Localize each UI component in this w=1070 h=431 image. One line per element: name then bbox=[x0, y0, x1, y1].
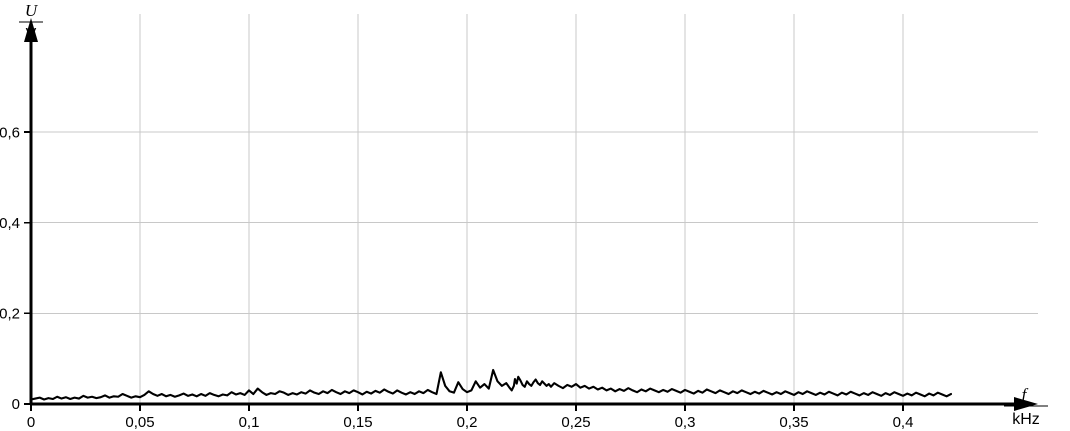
x-axis-label: f kHz bbox=[1004, 385, 1048, 428]
x-tick-label-0.35: 0,35 bbox=[779, 414, 808, 431]
y-tick-labels: 0 0,2 0,4 0,6 bbox=[0, 125, 20, 414]
x-tick-label-0.05: 0,05 bbox=[125, 414, 154, 431]
vertical-gridlines bbox=[139, 14, 904, 404]
y-tick-label-0: 0 bbox=[12, 396, 20, 413]
x-axis-label-numerator: f bbox=[1022, 385, 1029, 404]
x-axis bbox=[30, 397, 1038, 411]
x-tick-label-0.25: 0,25 bbox=[561, 414, 590, 431]
y-axis-arrowhead bbox=[24, 18, 38, 42]
spectrum-trace bbox=[29, 368, 953, 401]
x-tick-label-0.4: 0,4 bbox=[893, 414, 914, 431]
horizontal-gridlines bbox=[31, 131, 1038, 314]
x-tick-label-0.1: 0,1 bbox=[239, 414, 260, 431]
y-tick-label-0.4: 0,4 bbox=[0, 215, 20, 232]
y-tick-label-0.2: 0,2 bbox=[0, 306, 20, 323]
y-axis-label: U V bbox=[19, 1, 43, 43]
x-axis-label-denominator: kHz bbox=[1012, 411, 1040, 428]
x-tick-labels: 0 0,05 0,1 0,15 0,2 0,25 0,3 0,35 0,4 bbox=[27, 414, 914, 431]
x-tick-label-0: 0 bbox=[27, 414, 35, 431]
y-tick-label-0.6: 0,6 bbox=[0, 125, 20, 142]
y-axis-label-denominator: V bbox=[26, 26, 37, 43]
y-axis bbox=[24, 18, 38, 405]
x-axis-arrowhead bbox=[1014, 397, 1038, 411]
x-tick-label-0.2: 0,2 bbox=[457, 414, 478, 431]
x-tick-label-0.3: 0,3 bbox=[675, 414, 696, 431]
y-axis-label-numerator: U bbox=[25, 1, 39, 20]
x-tick-label-0.15: 0,15 bbox=[343, 414, 372, 431]
